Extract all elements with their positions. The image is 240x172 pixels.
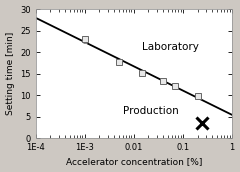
Text: Production: Production [123,106,179,116]
Y-axis label: Setting time [min]: Setting time [min] [6,32,15,115]
Text: Laboratory: Laboratory [142,42,199,52]
X-axis label: Accelerator concentration [%]: Accelerator concentration [%] [66,157,202,166]
